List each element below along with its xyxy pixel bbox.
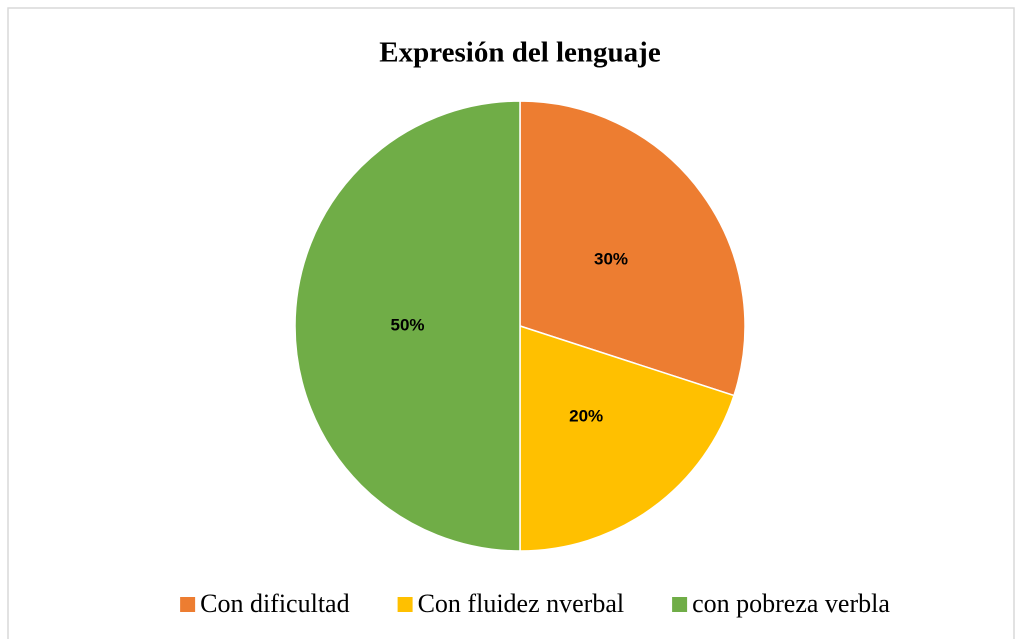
data-label: 20% [569,406,603,425]
pie-slice [519,324,735,552]
pie-slice [294,100,521,552]
legend-marker [672,597,688,612]
legend-marker [180,597,196,612]
pie-slice [519,100,746,397]
chart-title: Expresión del lenguaje [379,37,661,69]
data-label: 50% [390,315,424,334]
data-label: 30% [594,249,628,268]
legend-label: Con dificultad [200,589,349,618]
legend-label: con pobreza verbla [692,589,890,618]
legend-marker [397,597,413,612]
legend-label: Con fluidez nverbal [418,589,625,618]
